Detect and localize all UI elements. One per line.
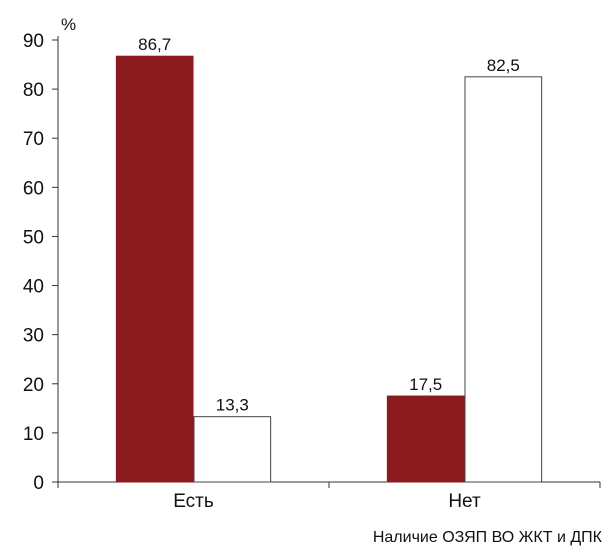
data-labels: 86,7 13,3 17,5 82,5 <box>138 35 520 414</box>
x-category-label: Нет <box>448 491 481 512</box>
y-tick-label: 10 <box>23 424 44 445</box>
bar-series-1-2 <box>386 395 465 483</box>
y-tick-label: 90 <box>23 31 44 52</box>
y-axis-unit-label: % <box>61 15 76 34</box>
y-tick-label: 40 <box>23 277 44 298</box>
bar-series-1-1 <box>115 55 194 483</box>
x-category-label: Есть <box>173 491 214 512</box>
y-tick-label: 0 <box>33 473 44 494</box>
y-tick-label: 70 <box>23 129 44 150</box>
bar-series-2-1 <box>193 416 272 483</box>
data-label: 17,5 <box>409 375 442 394</box>
y-tick-label: 20 <box>23 375 44 396</box>
x-axis: Есть Нет <box>57 481 601 512</box>
bars <box>115 55 543 483</box>
x-axis-title: Наличие ОЗЯП ВО ЖКТ и ДПК <box>373 529 603 546</box>
data-label: 86,7 <box>138 35 171 54</box>
data-label: 82,5 <box>487 56 520 75</box>
y-tick-label: 50 <box>23 227 44 248</box>
data-label: 13,3 <box>216 396 249 415</box>
y-axis: 0 10 20 30 40 50 60 70 80 90 <box>23 31 59 494</box>
y-tick-label: 80 <box>23 80 44 101</box>
y-tick-label: 30 <box>23 326 44 347</box>
bar-series-2-2 <box>464 76 543 483</box>
y-tick-label: 60 <box>23 178 44 199</box>
